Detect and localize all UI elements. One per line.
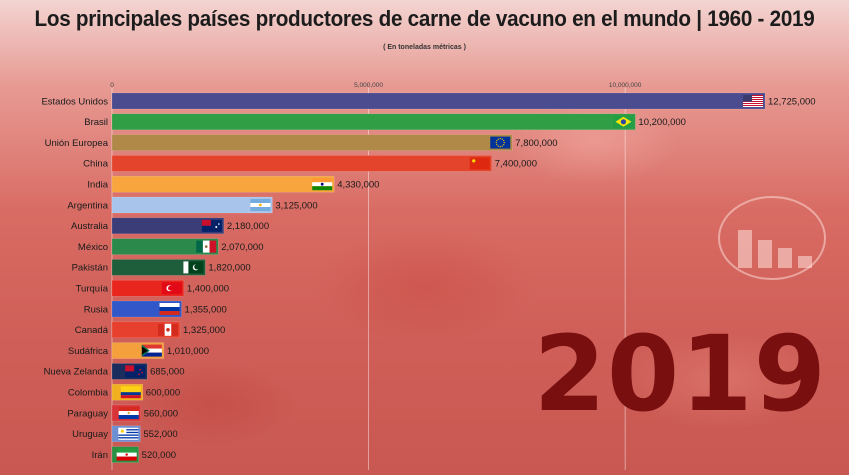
flag-au-icon [201, 219, 222, 232]
flag-ar-icon [250, 199, 271, 211]
flag-tr-icon [161, 282, 182, 295]
category-label: Pakistán [72, 263, 108, 274]
category-label: México [78, 242, 108, 253]
bar-mx [111, 238, 219, 255]
category-label: Unión Europea [45, 138, 109, 149]
flag-nz-icon [125, 365, 146, 378]
flag-eu-icon [490, 136, 511, 149]
value-label: 3,125,000 [275, 200, 317, 211]
bar-in [111, 175, 335, 193]
flag-uy-icon [118, 427, 139, 440]
bar-au [111, 217, 225, 235]
flag-br-icon [613, 115, 634, 128]
category-label: India [87, 180, 108, 191]
value-label: 520,000 [142, 450, 176, 461]
flag-za-icon [141, 344, 162, 357]
value-label: 1,820,000 [208, 263, 250, 274]
category-label: Colombia [68, 388, 109, 399]
flag-py-icon [118, 407, 139, 419]
chart-title: Los principales países productores de ca… [34, 6, 815, 31]
flag-ru-icon [159, 303, 180, 315]
value-label: 4,330,000 [337, 180, 379, 191]
category-label: China [83, 159, 109, 170]
category-label: Australia [71, 221, 109, 232]
value-label: 1,010,000 [167, 346, 209, 357]
chart-subtitle: ( En toneladas métricas ) [383, 44, 466, 51]
flag-cn-icon [469, 157, 490, 170]
value-label: 7,400,000 [495, 159, 537, 170]
bar-cn [111, 155, 492, 172]
x-tick-label: 5,000,000 [354, 82, 383, 89]
bar-ar [111, 196, 273, 214]
x-tick-label: 10,000,000 [609, 82, 642, 89]
category-label: Canadá [75, 325, 109, 336]
bar-eu [111, 134, 513, 151]
category-label: Sudáfrica [68, 346, 109, 357]
value-label: 1,325,000 [183, 325, 225, 336]
category-label: Irán [92, 450, 108, 461]
category-label: Argentina [67, 200, 108, 211]
value-label: 552,000 [143, 429, 177, 440]
value-label: 2,070,000 [221, 242, 263, 253]
bar-us [111, 92, 766, 110]
category-label: Turquía [76, 284, 109, 295]
flag-ca-icon [157, 323, 178, 336]
category-label: Rusia [84, 304, 109, 315]
value-label: 12,725,000 [768, 96, 816, 107]
value-label: 10,200,000 [638, 117, 686, 128]
category-label: Nueva Zelanda [44, 367, 109, 378]
bar-pk [111, 259, 206, 276]
x-tick-label: 0 [110, 82, 114, 89]
category-label: Uruguay [72, 429, 108, 440]
flag-mx-icon [196, 240, 217, 253]
flag-ir-icon [116, 448, 137, 461]
value-label: 7,800,000 [515, 138, 557, 149]
category-label: Brasil [84, 117, 108, 128]
value-label: 1,400,000 [187, 284, 229, 295]
value-label: 1,355,000 [185, 304, 227, 315]
value-label: 560,000 [144, 408, 178, 419]
flag-us-icon [743, 95, 763, 107]
category-label: Paraguay [67, 408, 108, 419]
category-label: Estados Unidos [41, 96, 108, 107]
brand-logo [718, 196, 826, 280]
value-label: 2,180,000 [227, 221, 269, 232]
flag-in-icon [312, 178, 333, 191]
value-label: 600,000 [146, 388, 180, 399]
bar-br [111, 113, 636, 131]
flag-co-icon [120, 386, 141, 399]
flag-pk-icon [183, 261, 204, 274]
year-label: 2019 [533, 313, 827, 435]
value-label: 685,000 [150, 367, 184, 378]
